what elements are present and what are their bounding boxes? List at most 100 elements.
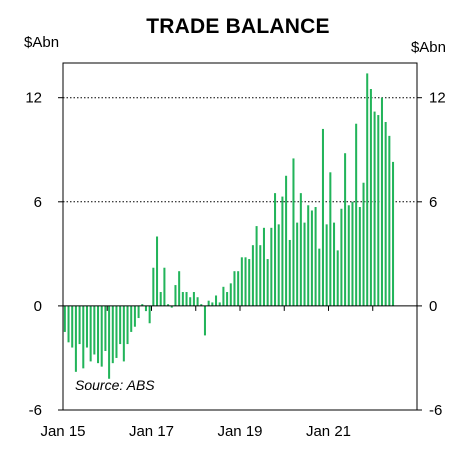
bar (380, 97, 383, 306)
bar (288, 239, 291, 306)
bar (126, 305, 129, 345)
bar (215, 295, 218, 306)
bar (340, 208, 343, 306)
bar (85, 305, 88, 348)
bar (296, 222, 299, 306)
y-tick-label-right: 12 (429, 90, 446, 107)
bar (384, 121, 387, 306)
bar (281, 196, 284, 306)
bar (285, 175, 288, 306)
bar (152, 267, 155, 306)
bar (130, 305, 133, 332)
bar (71, 305, 74, 348)
bar (100, 305, 103, 367)
bar (325, 224, 328, 306)
x-tick-label: Jan 19 (217, 423, 262, 440)
bar (251, 245, 254, 306)
bar (82, 305, 85, 369)
bar (226, 292, 229, 306)
x-tick-label: Jan 17 (129, 423, 174, 440)
bar (321, 128, 324, 306)
bar (307, 205, 310, 306)
bar (108, 305, 111, 379)
bar (203, 305, 206, 336)
bar (67, 305, 70, 343)
bar (248, 259, 251, 306)
x-tick-label: Jan 21 (306, 423, 351, 440)
bar (373, 111, 376, 306)
bar (314, 207, 317, 306)
bar (104, 305, 107, 352)
y-tick-label-left: 12 (25, 90, 42, 107)
chart-title: TRADE BALANCE (146, 15, 329, 38)
right-unit-label: $Abn (411, 39, 446, 56)
bar (218, 302, 221, 306)
bar (89, 305, 92, 362)
bar (274, 193, 277, 306)
bar (240, 257, 243, 306)
bar (97, 305, 100, 364)
bar (262, 227, 265, 306)
bar (329, 172, 332, 306)
bar (207, 300, 210, 306)
bar (174, 285, 177, 306)
y-tick-label-left: 6 (34, 194, 42, 211)
y-tick-label-right: 6 (429, 194, 437, 211)
y-tick-label-right: -6 (429, 402, 442, 419)
bar (229, 283, 232, 306)
bar (137, 305, 140, 319)
bar (192, 292, 195, 306)
bar (303, 222, 306, 306)
bar (141, 304, 144, 306)
bar (200, 304, 203, 306)
bar (259, 245, 262, 306)
bar (148, 305, 151, 324)
bar (377, 115, 380, 306)
bar (270, 227, 273, 306)
bar (115, 305, 118, 358)
bar (189, 297, 192, 306)
bar (255, 226, 258, 306)
gridlines (63, 97, 417, 203)
bar (233, 271, 236, 306)
x-ticks: Jan 15 Jan 17 Jan 19 Jan 21 (40, 305, 418, 440)
bar (167, 304, 170, 306)
bar (244, 257, 247, 306)
bar (222, 286, 225, 306)
bar (277, 224, 280, 306)
bar (63, 305, 66, 332)
bar (78, 305, 81, 345)
bar (388, 135, 391, 306)
bar (344, 153, 347, 306)
bar (362, 182, 365, 306)
left-unit-label: $Abn (24, 34, 59, 51)
bar (355, 123, 358, 306)
bar (159, 292, 162, 306)
bar (170, 305, 173, 308)
bar (133, 305, 136, 327)
bar (237, 271, 240, 306)
y-tick-label-right: 0 (429, 298, 437, 315)
x-tick-label: Jan 15 (40, 423, 85, 440)
plot-frame (62, 62, 418, 411)
bar (144, 305, 147, 312)
bar (185, 292, 188, 306)
bar (178, 271, 181, 306)
bar (119, 305, 122, 345)
y-tick-label-left: -6 (29, 402, 42, 419)
bar (299, 193, 302, 306)
bar (74, 305, 77, 372)
bar (122, 305, 125, 362)
bar (93, 305, 96, 355)
y-ticks: -6 -6 0 0 6 6 12 12 (25, 90, 445, 419)
bar (163, 267, 166, 306)
bar (181, 292, 184, 306)
bar (351, 201, 354, 306)
bar (369, 89, 372, 306)
bar (358, 207, 361, 306)
bar (156, 236, 159, 306)
bar (318, 248, 321, 306)
bar (333, 222, 336, 306)
bar (211, 302, 214, 306)
bars (63, 73, 395, 379)
